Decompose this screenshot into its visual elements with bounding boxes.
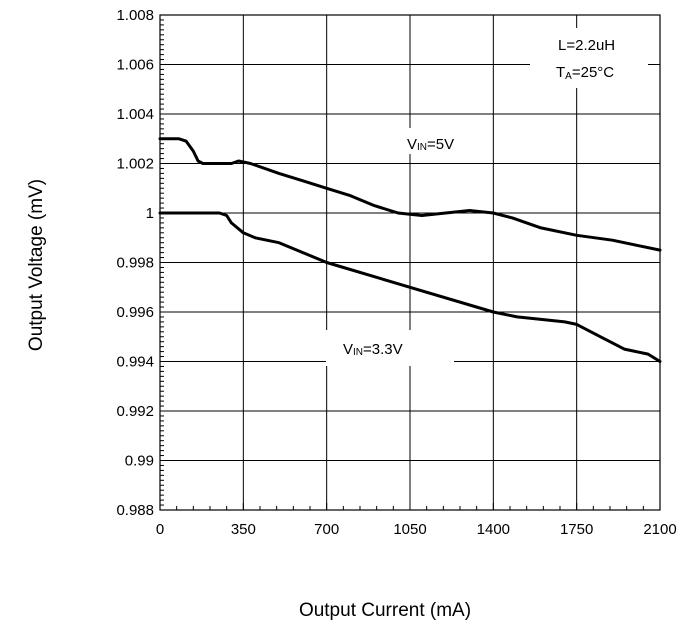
y-tick-label: 0.988 [116,502,154,519]
plot-frame [159,14,661,511]
y-tick-label: 0.998 [116,255,154,272]
x-axis-title: Output Current (mA) [299,600,471,621]
vin5-label-bg [388,128,488,154]
series-label-vin-3v3: VIN=3.3V [343,341,403,358]
x-tick-label: 1400 [477,521,510,538]
x-tick-label: 1050 [393,521,426,538]
series-lines [158,137,662,363]
series-line-vin-3v3 [158,211,662,363]
y-tick-label: 1 [146,205,154,222]
x-tick-label: 700 [314,521,339,538]
x-tick-labels: 0 350 700 1050 1400 1750 2100 [156,521,677,538]
y-tick-label: 0.992 [116,403,154,420]
series-line-vin-5v [158,137,662,252]
series-label-vin-5v: VIN=5V [407,136,454,153]
conditions-box-bg [530,28,648,88]
y-tick-label: 1.008 [116,7,154,24]
y-tick-label: 0.994 [116,354,154,371]
y-tick-label: 1.004 [116,106,154,123]
x-tick-label: 350 [231,521,256,538]
y-axis-title: Output Voltage (mV) [26,179,47,351]
y-tick-label: 1.006 [116,57,154,74]
x-tick-label: 0 [156,521,164,538]
temperature-label: TA=25°C [556,64,614,82]
inductance-label: L=2.2uH [558,37,615,54]
vin33-label-bg [326,330,454,366]
y-tick-label: 0.996 [116,304,154,321]
x-tick-label: 1750 [560,521,593,538]
y-tick-label: 1.002 [116,156,154,173]
y-tick-labels: 1.008 1.006 1.004 1.002 1 0.998 0.996 0.994 0.99… [116,7,154,519]
x-tick-label: 2100 [643,521,676,538]
grid [160,15,660,510]
y-tick-label: 0.99 [125,453,154,470]
